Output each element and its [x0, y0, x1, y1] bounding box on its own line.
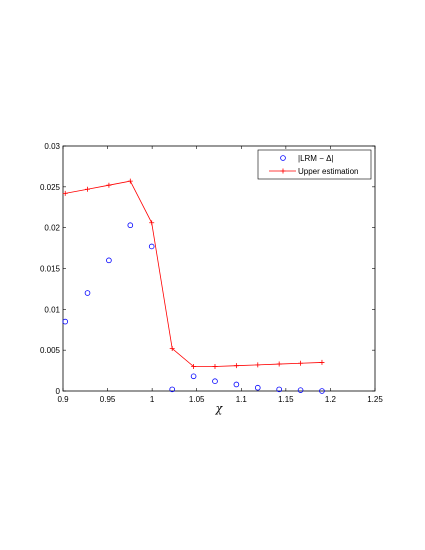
data-point-lrm [190, 373, 197, 380]
data-point-lrm [148, 243, 155, 250]
x-tick-label: 1.25 [367, 395, 383, 404]
ticks: 0.9 0.95 1 1.05 1.1 1.15 1.2 1.25 0 0.005 0.01 0.01… [40, 142, 383, 404]
data-point-upper-estimation [106, 182, 112, 188]
data-point-upper-estimation [212, 364, 218, 369]
y-tick-label: 0.01 [44, 305, 60, 314]
x-tick-label: 1.05 [189, 395, 205, 404]
plot-frame [62, 145, 376, 392]
data-point-upper-estimation [149, 220, 155, 226]
x-tick-label: 0.95 [100, 395, 116, 404]
data-point-upper-estimation [127, 178, 133, 184]
data-point-lrm [254, 384, 261, 391]
x-tick-label: 1.15 [278, 395, 294, 404]
data-point-lrm [276, 386, 282, 393]
data-point-lrm [297, 387, 304, 393]
x-tick-label: 0.9 [57, 395, 69, 404]
legend-box [257, 149, 372, 180]
data-point-upper-estimation [319, 359, 325, 365]
data-point-upper-estimation [169, 346, 175, 352]
data-point-lrm [212, 378, 218, 385]
legend-marker-circle [280, 155, 286, 161]
data-point-lrm [106, 257, 112, 264]
legend-label-upper: Upper estimation [298, 167, 358, 176]
data-point-lrm [62, 318, 69, 325]
legend-marker-plus [280, 168, 286, 174]
x-tick-label: 1 [150, 395, 155, 404]
data-point-upper-estimation [85, 186, 91, 192]
y-tick-label: 0.025 [40, 183, 61, 192]
legend-label-lrm: |LRM − Δ| [298, 154, 334, 163]
y-tick-label: 0.005 [40, 346, 61, 355]
data-point-upper-estimation [276, 361, 282, 367]
data-point-lrm [127, 222, 134, 229]
x-axis-label: χ [215, 402, 224, 415]
data-point-lrm [169, 386, 176, 393]
series-layer [62, 178, 325, 394]
data-point-lrm [84, 290, 91, 296]
y-tick-label: 0 [56, 387, 61, 396]
data-point-upper-estimation [62, 190, 68, 196]
y-tick-label: 0.03 [44, 142, 60, 151]
data-point-upper-estimation [191, 364, 197, 369]
data-point-lrm [233, 381, 240, 388]
x-tick-label: 1.1 [236, 395, 248, 404]
data-point-upper-estimation [298, 360, 304, 366]
x-tick-label: 1.2 [325, 395, 337, 404]
y-tick-label: 0.02 [44, 224, 60, 233]
data-point-upper-estimation [233, 363, 239, 369]
plot-area [62, 145, 376, 392]
legend: |LRM − Δ| Upper estimation [257, 149, 372, 180]
data-point-upper-estimation [255, 362, 261, 368]
y-tick-label: 0.015 [40, 265, 61, 274]
data-point-lrm [319, 388, 325, 394]
